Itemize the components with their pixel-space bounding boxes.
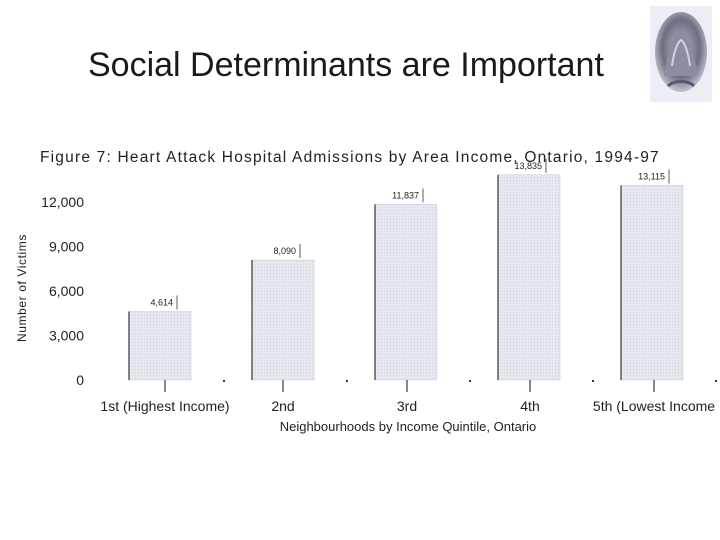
x-axis-label: Neighbourhoods by Income Quintile, Ontar…: [280, 419, 537, 434]
x-tick-labels: 1st (Highest Income) 2nd 3rd 4th 5th (Lowest…: [100, 380, 717, 414]
bar: [128, 311, 192, 381]
x-minor-mark: [715, 380, 717, 382]
x-minor-mark: [592, 380, 594, 382]
x-minor-mark: [346, 380, 348, 382]
value-label: 4,614: [150, 298, 173, 308]
x-tick-label: 3rd: [397, 398, 417, 414]
y-tick-label: 12,000: [41, 194, 84, 210]
hands-over-face-photo: [650, 6, 712, 102]
value-label: 8,090: [273, 246, 296, 256]
x-tick-label: 1st (Highest Income): [100, 398, 229, 414]
y-axis-label: Number of Victims: [15, 234, 29, 342]
x-tick-label: 4th: [520, 398, 539, 414]
bar: [620, 185, 684, 381]
x-minor-mark: [469, 380, 471, 382]
chart-title: Figure 7: Heart Attack Hospital Admissio…: [40, 149, 660, 166]
bars: [128, 174, 684, 381]
value-label: 13,835: [514, 161, 542, 171]
bar: [251, 259, 315, 381]
value-label: 13,115: [638, 171, 665, 181]
y-tick-labels: 0 3,000 6,000 9,000 12,000: [41, 194, 84, 388]
y-tick-label: 3,000: [49, 328, 84, 344]
x-tick-label: 5th (Lowest Income: [593, 398, 715, 414]
value-labels: 4,614 8,090 11,837 13,835 13,115: [150, 158, 670, 310]
y-tick-label: 0: [76, 372, 84, 388]
bar: [497, 174, 561, 381]
slide-title: Social Determinants are Important: [88, 46, 604, 84]
value-label: 11,837: [392, 190, 419, 200]
x-tick-label: 2nd: [271, 398, 294, 414]
y-tick-label: 6,000: [49, 283, 84, 299]
bar: [374, 204, 438, 381]
x-minor-mark: [223, 380, 225, 382]
y-tick-label: 9,000: [49, 239, 84, 255]
